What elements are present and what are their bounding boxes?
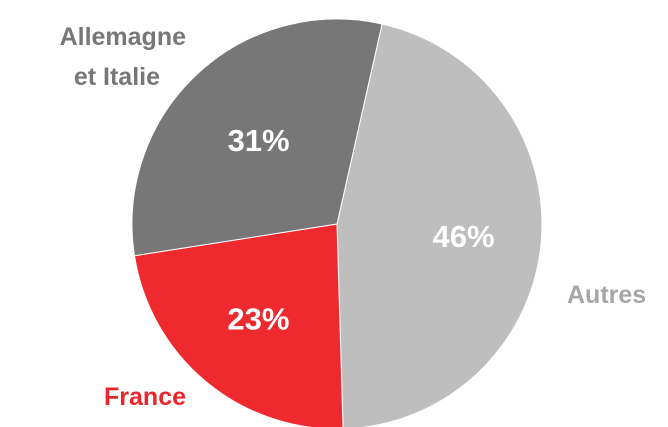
category-label-france: France	[104, 383, 186, 411]
category-label-autres: Autres	[567, 281, 646, 309]
category-label-allemagne-line2: et Italie	[74, 63, 160, 91]
pie-slice-allemagne-et-italie	[131, 18, 383, 257]
value-label-france: 23%	[227, 302, 289, 337]
pie-value-labels: 46% 23% 31%	[227, 123, 494, 336]
pie-slice-autres	[336, 23, 543, 427]
category-label-allemagne-line1: Allemagne	[60, 23, 187, 51]
value-label-allemagne-et-italie: 31%	[228, 123, 290, 158]
pie-slice-france	[133, 223, 344, 427]
value-label-autres: 46%	[432, 219, 494, 254]
pie-slices	[131, 18, 543, 427]
